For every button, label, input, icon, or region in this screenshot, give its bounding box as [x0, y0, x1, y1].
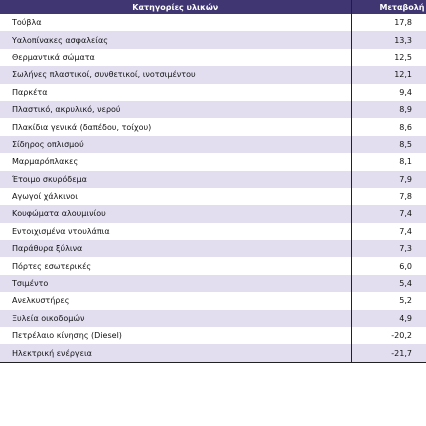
category-cell: Παρκέτα: [0, 83, 352, 101]
change-cell: 8,6: [399, 122, 412, 132]
category-cell: Παράθυρα ξύλινα: [0, 240, 352, 258]
header-row: Κατηγορίες υλικών Μεταβολή %: [0, 0, 426, 14]
category-cell: Αγωγοί χάλκινοι: [0, 187, 352, 206]
change-cell: 9,4: [399, 87, 412, 97]
category-cell: Μαρμαρόπλακες: [0, 153, 352, 171]
materials-table: Κατηγορίες υλικών Μεταβολή % Τούβλα 17,8 Υ…: [0, 0, 426, 363]
table-row: Σίδηρος οπλισμού 8,5: [0, 135, 426, 154]
category-cell: Έτοιμο σκυρόδεμα: [0, 170, 352, 188]
change-cell: 7,4: [351, 205, 426, 223]
table-row: Κουφώματα αλουμινίου 7,4: [0, 205, 426, 223]
category-cell: Πλαστικό, ακρυλικό, νερού: [0, 100, 352, 119]
column-header: Κατηγορίες υλικών: [0, 0, 352, 14]
category-cell: Τούβλα: [0, 14, 352, 32]
table-row: Ηλεκτρική ενέργεια -21,7: [0, 344, 426, 363]
category-cell: Εντοιχισμένα ντουλάπια: [0, 222, 352, 241]
change-cell: -20,2: [391, 331, 412, 341]
table-row: Τούβλα 17,8: [0, 14, 426, 32]
change-cell: 7,4: [399, 226, 412, 236]
category-cell: Ξυλεία οικοδομών: [0, 309, 352, 328]
change-cell: 8,9: [351, 100, 426, 119]
table-row: Μαρμαρόπλακες 8,1: [0, 153, 426, 171]
table-row: Τσιμέντο 5,4: [0, 274, 426, 293]
change-cell: 7,9: [351, 170, 426, 188]
category-cell: Πετρέλαιο κίνησης (Diesel): [0, 327, 352, 345]
table-row: Ανελκυστήρες 5,2: [0, 292, 426, 310]
table-row: Αγωγοί χάλκινοι 7,8: [0, 187, 426, 206]
table-row: Έτοιμο σκυρόδεμα 7,9: [0, 170, 426, 188]
category-cell: Θερμαντικά σώματα: [0, 48, 352, 67]
change-cell: 8,1: [399, 157, 412, 167]
table-row: Πετρέλαιο κίνησης (Diesel) -20,2: [0, 327, 426, 345]
table-row: Πλαστικό, ακρυλικό, νερού 8,9: [0, 100, 426, 119]
table-row: Σωλήνες πλαστικοί, συνθετικοί, ινοτσιμέν…: [0, 66, 426, 84]
change-cell: -21,7: [351, 344, 426, 363]
change-cell: 7,8: [399, 192, 412, 202]
category-cell: Σίδηρος οπλισμού: [0, 135, 352, 154]
table-row: Πλακίδια γενικά (δαπέδου, τοίχου) 8,6: [0, 118, 426, 136]
table-row: Εντοιχισμένα ντουλάπια 7,4: [0, 222, 426, 241]
change-cell: 5,2: [399, 296, 412, 306]
table-row: Παρκέτα 9,4: [0, 83, 426, 101]
table-row: Ξυλεία οικοδομών 4,9: [0, 309, 426, 328]
table-row: Υαλοπίνακες ασφαλείας 13,3: [0, 31, 426, 49]
category-cell: Σωλήνες πλαστικοί, συνθετικοί, ινοτσιμέν…: [0, 66, 352, 84]
table-row: Παράθυρα ξύλινα 7,3: [0, 240, 426, 258]
column-header: Μεταβολή %: [351, 0, 426, 14]
change-cell: 17,8: [394, 18, 412, 28]
category-cell: Τσιμέντο: [0, 274, 352, 293]
change-cell: 12,1: [351, 66, 426, 84]
category-cell: Ηλεκτρική ενέργεια: [0, 344, 352, 363]
table-row: Πόρτες εσωτερικές 6,0: [0, 257, 426, 275]
change-cell: 13,3: [351, 31, 426, 49]
change-cell: 5,4: [351, 274, 426, 293]
change-cell: 8,5: [351, 135, 426, 154]
change-cell: 7,3: [351, 240, 426, 258]
category-cell: Υαλοπίνακες ασφαλείας: [0, 31, 352, 49]
category-cell: Πόρτες εσωτερικές: [0, 257, 352, 275]
category-cell: Πλακίδια γενικά (δαπέδου, τοίχου): [0, 118, 352, 136]
table-row: Θερμαντικά σώματα 12,5: [0, 48, 426, 67]
change-cell: 4,9: [351, 309, 426, 328]
category-cell: Κουφώματα αλουμινίου: [0, 205, 352, 223]
change-cell: 12,5: [394, 52, 412, 62]
category-cell: Ανελκυστήρες: [0, 292, 352, 310]
change-cell: 6,0: [399, 261, 412, 271]
